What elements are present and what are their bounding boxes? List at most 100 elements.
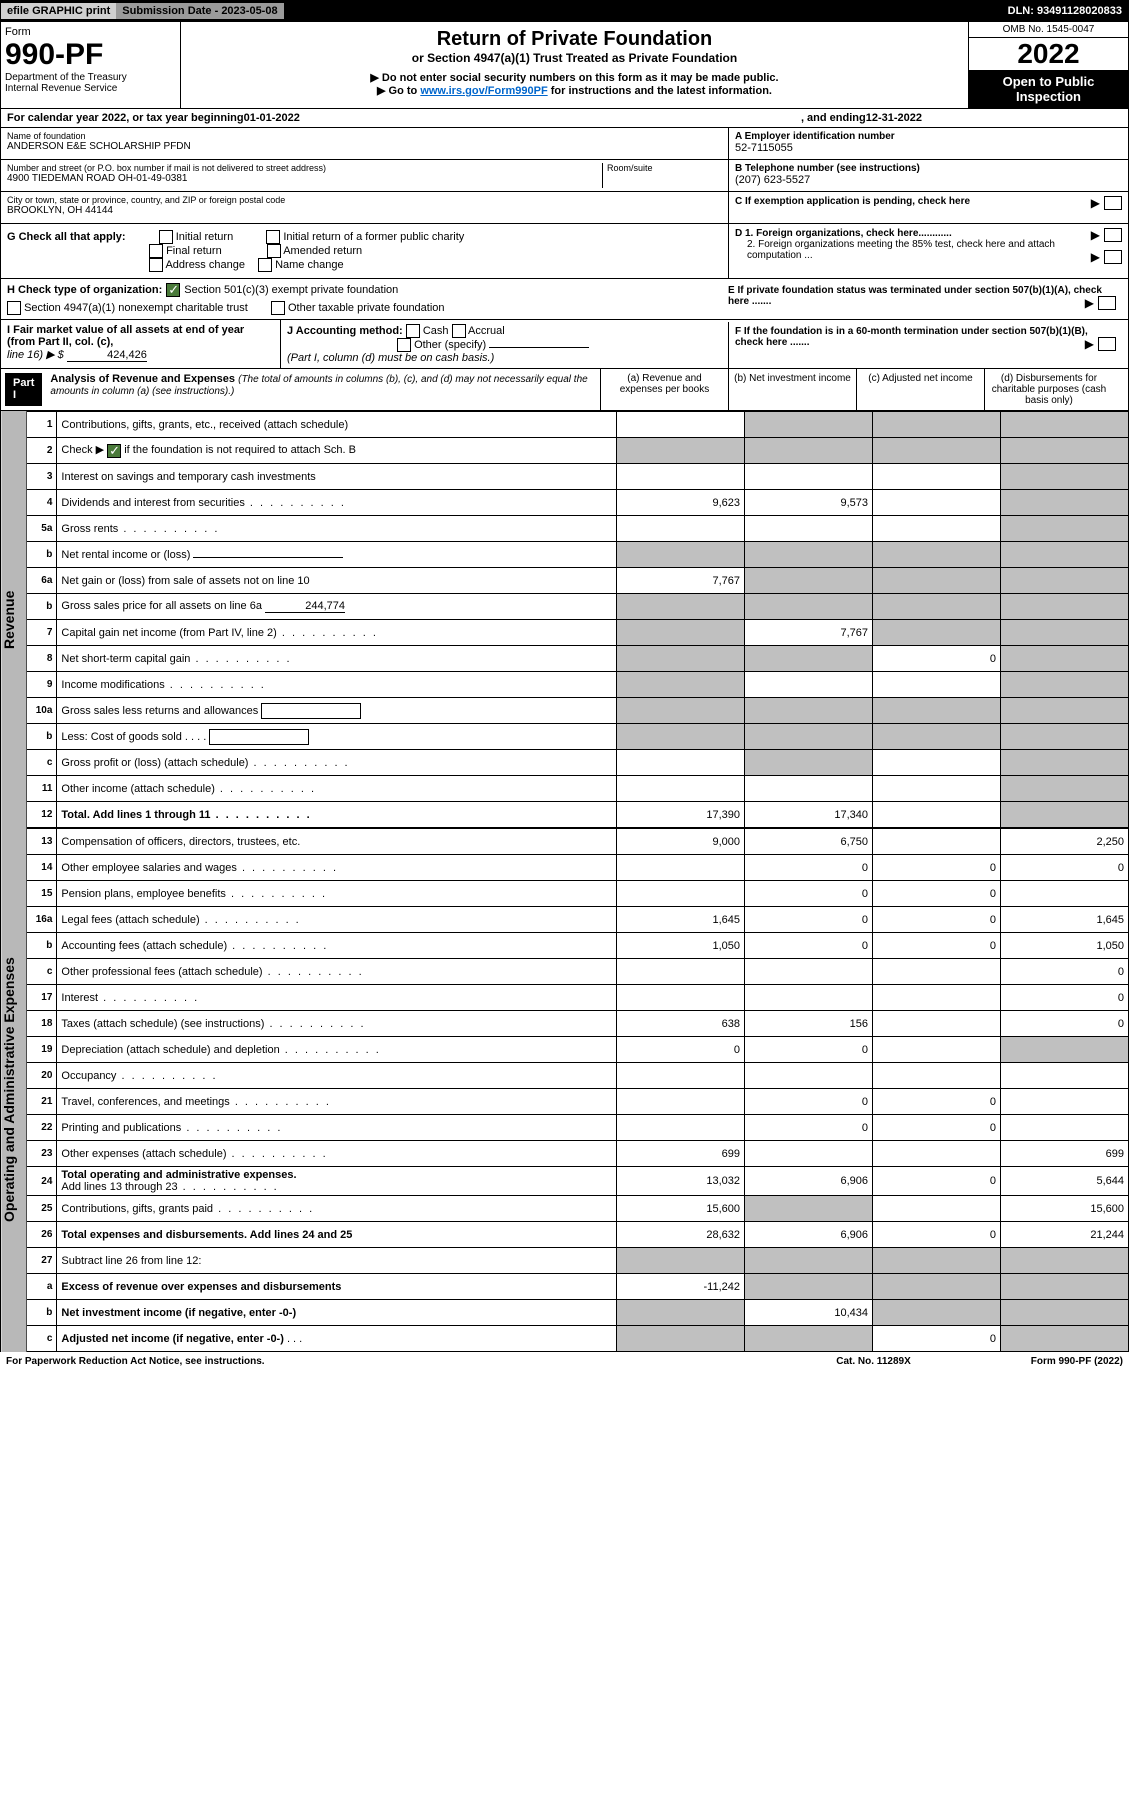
submission-date: Submission Date - 2023-05-08 — [116, 3, 283, 19]
foundation-address: 4900 TIEDEMAN ROAD OH-01-49-0381 — [7, 173, 602, 184]
j-other-check[interactable] — [397, 338, 411, 352]
r27a: Excess of revenue over expenses and disb… — [57, 1274, 617, 1300]
irs-link[interactable]: www.irs.gov/Form990PF — [420, 85, 547, 97]
addr-label: Number and street (or P.O. box number if… — [7, 163, 602, 173]
r8: Net short-term capital gain — [57, 646, 617, 672]
calendar-year-row: For calendar year 2022, or tax year begi… — [0, 109, 1129, 128]
r6b: Gross sales price for all assets on line… — [57, 594, 617, 620]
h-opt3: Other taxable private foundation — [288, 302, 445, 314]
g-opt-2: Address change — [165, 259, 245, 271]
expenses-table: 13Compensation of officers, directors, t… — [26, 828, 1129, 1352]
revenue-table: 1Contributions, gifts, grants, etc., rec… — [26, 411, 1129, 828]
r11: Other income (attach schedule) — [57, 776, 617, 802]
omb-label: OMB No. 1545-0047 — [969, 22, 1128, 38]
amended-check[interactable] — [267, 244, 281, 258]
col-a-head: (a) Revenue and expenses per books — [601, 369, 729, 410]
h-4947-check[interactable] — [7, 301, 21, 315]
form-title: Return of Private Foundation — [187, 28, 962, 51]
h-opt2: Section 4947(a)(1) nonexempt charitable … — [24, 302, 248, 314]
ein-value: 52-7115055 — [735, 142, 1122, 154]
g-opt-0: Initial return — [176, 231, 233, 243]
r6a: Net gain or (loss) from sale of assets n… — [57, 568, 617, 594]
initial-public-check[interactable] — [266, 230, 280, 244]
g-opt-5: Name change — [275, 259, 344, 271]
r13: Compensation of officers, directors, tru… — [57, 829, 617, 855]
phone-value: (207) 623-5527 — [735, 174, 1122, 186]
foundation-city: BROOKLYN, OH 44144 — [7, 205, 722, 216]
form-note1: ▶ Do not enter social security numbers o… — [187, 71, 962, 84]
d2-check[interactable] — [1104, 250, 1122, 264]
g-label: G Check all that apply: — [7, 231, 126, 243]
r27: Subtract line 26 from line 12: — [57, 1248, 617, 1274]
h-501c3-check[interactable] — [166, 283, 180, 297]
g-opt-1: Final return — [166, 245, 222, 257]
d1-label: D 1. Foreign organizations, check here..… — [735, 228, 952, 239]
top-bar: efile GRAPHIC print Submission Date - 20… — [0, 0, 1129, 22]
form-header: Form 990-PF Department of the Treasury I… — [0, 22, 1129, 109]
j-note: (Part I, column (d) must be on cash basi… — [287, 352, 494, 364]
r23: Other expenses (attach schedule) — [57, 1141, 617, 1167]
c-label: C If exemption application is pending, c… — [735, 196, 970, 207]
form-number: 990-PF — [5, 38, 176, 72]
d1-check[interactable] — [1104, 228, 1122, 242]
r27b: Net investment income (if negative, ente… — [57, 1300, 617, 1326]
j-accrual: Accrual — [468, 325, 505, 337]
j-label: J Accounting method: — [287, 325, 403, 337]
r22: Printing and publications — [57, 1115, 617, 1141]
r21: Travel, conferences, and meetings — [57, 1089, 617, 1115]
form-subtitle: or Section 4947(a)(1) Trust Treated as P… — [187, 51, 962, 65]
efile-print-button[interactable]: efile GRAPHIC print — [1, 3, 116, 19]
city-label: City or town, state or province, country… — [7, 195, 722, 205]
address-change-check[interactable] — [149, 258, 163, 272]
calyear-begin: 01-01-2022 — [244, 112, 300, 124]
r12: Total. Add lines 1 through 11 — [57, 802, 617, 828]
r16c: Other professional fees (attach schedule… — [57, 959, 617, 985]
col-b-head: (b) Net investment income — [729, 369, 857, 410]
footer-left: For Paperwork Reduction Act Notice, see … — [6, 1356, 265, 1367]
i-value: 424,426 — [67, 349, 147, 362]
j-cash: Cash — [423, 325, 449, 337]
calyear-mid: , and ending — [801, 112, 866, 124]
phone-label: B Telephone number (see instructions) — [735, 163, 1122, 174]
j-other: Other (specify) — [414, 339, 486, 351]
initial-return-check[interactable] — [159, 230, 173, 244]
r2-check[interactable] — [107, 444, 121, 458]
f-check[interactable] — [1098, 337, 1116, 351]
irs-label: Internal Revenue Service — [5, 83, 176, 94]
part1-header-row: Part I Analysis of Revenue and Expenses … — [0, 369, 1129, 411]
r16b: Accounting fees (attach schedule) — [57, 933, 617, 959]
revenue-section: Revenue 1Contributions, gifts, grants, e… — [0, 411, 1129, 828]
r7: Capital gain net income (from Part IV, l… — [57, 620, 617, 646]
note2-pre: ▶ Go to — [377, 85, 420, 97]
dept-label: Department of the Treasury — [5, 72, 176, 83]
r20: Occupancy — [57, 1063, 617, 1089]
r27c: Adjusted net income (if negative, enter … — [57, 1326, 617, 1352]
c-check[interactable] — [1104, 196, 1122, 210]
form-note2: ▶ Go to www.irs.gov/Form990PF for instru… — [187, 84, 962, 97]
r5a: Gross rents — [57, 516, 617, 542]
e-check[interactable] — [1098, 296, 1116, 310]
name-change-check[interactable] — [258, 258, 272, 272]
col-c-head: (c) Adjusted net income — [857, 369, 985, 410]
ein-label: A Employer identification number — [735, 131, 1122, 142]
expenses-side-label: Operating and Administrative Expenses — [1, 828, 26, 1352]
revenue-side-label: Revenue — [1, 411, 26, 828]
r17: Interest — [57, 985, 617, 1011]
section-i: I Fair market value of all assets at end… — [0, 320, 1129, 369]
r5b: Net rental income or (loss) — [57, 542, 617, 568]
r15: Pension plans, employee benefits — [57, 881, 617, 907]
j-cash-check[interactable] — [406, 324, 420, 338]
foundation-name: ANDERSON E&E SCHOLARSHIP PFDN — [7, 141, 722, 152]
footer: For Paperwork Reduction Act Notice, see … — [0, 1352, 1129, 1371]
j-accrual-check[interactable] — [452, 324, 466, 338]
h-other-check[interactable] — [271, 301, 285, 315]
final-return-check[interactable] — [149, 244, 163, 258]
r2: Check ▶ if the foundation is not require… — [57, 438, 617, 464]
r14: Other employee salaries and wages — [57, 855, 617, 881]
r18: Taxes (attach schedule) (see instruction… — [57, 1011, 617, 1037]
r10c: Gross profit or (loss) (attach schedule) — [57, 750, 617, 776]
h-opt1: Section 501(c)(3) exempt private foundat… — [184, 284, 398, 296]
inspection-label: Open to Public Inspection — [969, 70, 1128, 108]
name-label: Name of foundation — [7, 131, 722, 141]
section-h: H Check type of organization: Section 50… — [0, 279, 1129, 320]
